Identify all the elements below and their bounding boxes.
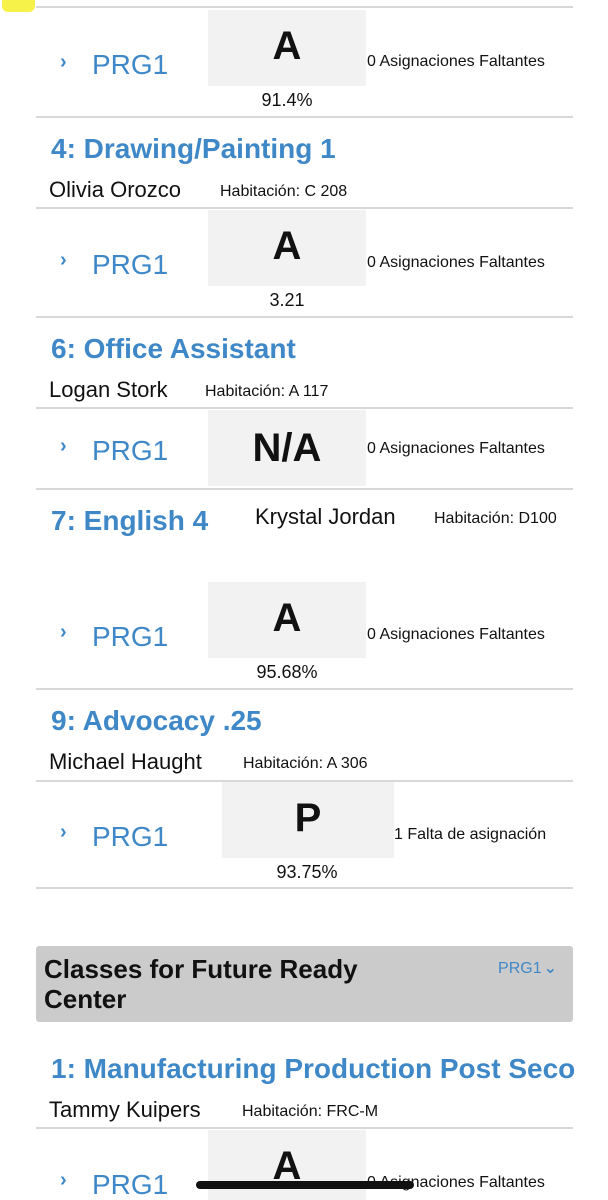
missing-assignments[interactable]: 0 Asignaciones Faltantes: [367, 53, 545, 70]
teacher-name: Tammy Kuipers: [49, 1097, 201, 1122]
grade-row[interactable]: › PRG1 A 95.68% 0 Asignaciones Faltantes: [36, 582, 573, 686]
course-title[interactable]: 6: Office Assistant: [51, 333, 296, 364]
chevron-right-icon[interactable]: ›: [60, 249, 67, 271]
divider: [36, 316, 573, 318]
grade-percent: 3.21: [269, 290, 305, 310]
grade-row[interactable]: › PRG1 A 0 Asignaciones Faltantes: [36, 1130, 573, 1200]
term-label[interactable]: PRG1: [92, 435, 169, 466]
course-title[interactable]: 1: Manufacturing Production Post Seco: [51, 1053, 576, 1084]
letter-grade: A: [272, 596, 302, 640]
room-label: Habitación: A 117: [205, 383, 329, 400]
teacher-name: Krystal Jordan: [255, 504, 396, 529]
home-indicator[interactable]: [196, 1181, 414, 1189]
course-title[interactable]: 4: Drawing/Painting 1: [51, 133, 336, 164]
divider: [36, 780, 573, 782]
section-title: Classes for Future Ready Center: [44, 954, 358, 1014]
term-label[interactable]: PRG1: [92, 49, 169, 80]
term-label[interactable]: PRG1: [92, 821, 169, 852]
chevron-right-icon[interactable]: ›: [60, 621, 67, 643]
divider: [36, 407, 573, 409]
grade-row[interactable]: › PRG1 A 3.21 0 Asignaciones Faltantes: [36, 210, 573, 314]
letter-grade: A: [272, 1144, 302, 1188]
missing-assignments[interactable]: 0 Asignaciones Faltantes: [367, 440, 545, 457]
term-label[interactable]: PRG1: [92, 621, 169, 652]
grade-box: P: [222, 782, 394, 858]
divider: [36, 6, 573, 8]
grade-box: A: [208, 210, 366, 286]
chevron-right-icon[interactable]: ›: [60, 1169, 67, 1191]
term-label[interactable]: PRG1: [92, 1169, 169, 1200]
grade-percent: 91.4%: [261, 90, 313, 110]
chevron-right-icon[interactable]: ›: [60, 821, 67, 843]
grade-percent: 95.68%: [256, 662, 318, 682]
missing-assignments[interactable]: 1 Falta de asignación: [394, 826, 547, 843]
grade-percent: 93.75%: [276, 862, 338, 882]
chevron-down-icon[interactable]: ⌄: [543, 960, 557, 977]
letter-grade: P: [294, 796, 322, 840]
room-label: Habitación: C 208: [220, 183, 348, 200]
divider: [36, 207, 573, 209]
grade-row[interactable]: › PRG1 A 91.4% 0 Asignaciones Faltantes: [36, 10, 573, 114]
section-header: Classes for Future Ready Center PRG1 ⌄: [36, 946, 573, 1022]
letter-grade: A: [272, 24, 302, 68]
course-title[interactable]: 9: Advocacy .25: [51, 705, 262, 736]
divider: [36, 116, 573, 118]
room-label: Habitación: A 306: [243, 755, 368, 772]
grade-row[interactable]: › PRG1 P 93.75% 1 Falta de asignación: [36, 782, 573, 886]
teacher-name: Michael Haught: [49, 749, 202, 774]
missing-assignments[interactable]: 0 Asignaciones Faltantes: [367, 626, 545, 643]
teacher-name: Olivia Orozco: [49, 177, 182, 202]
term-label[interactable]: PRG1: [92, 249, 169, 280]
letter-grade: A: [272, 224, 302, 268]
grade-row[interactable]: › PRG1 N/A 0 Asignaciones Faltantes: [36, 410, 573, 486]
highlight-marker: [2, 0, 35, 12]
room-label: Habitación: D100: [434, 510, 557, 527]
grade-box: A: [208, 10, 366, 86]
missing-assignments[interactable]: 0 Asignaciones Faltantes: [367, 254, 545, 271]
divider: [36, 488, 573, 490]
grade-box: A: [208, 582, 366, 658]
divider: [36, 887, 573, 889]
teacher-name: Logan Stork: [49, 377, 168, 402]
grade-box: N/A: [208, 410, 366, 486]
course-title[interactable]: 7: English 4: [51, 505, 209, 536]
chevron-right-icon[interactable]: ›: [60, 51, 67, 73]
divider: [36, 1127, 573, 1129]
letter-grade: N/A: [252, 426, 322, 470]
term-dropdown[interactable]: PRG1 ⌄: [498, 958, 557, 978]
chevron-right-icon[interactable]: ›: [60, 435, 67, 457]
grade-box: A: [208, 1130, 366, 1200]
room-label: Habitación: FRC-M: [242, 1103, 379, 1120]
divider: [36, 688, 573, 690]
term-dropdown-label[interactable]: PRG1: [498, 960, 542, 977]
